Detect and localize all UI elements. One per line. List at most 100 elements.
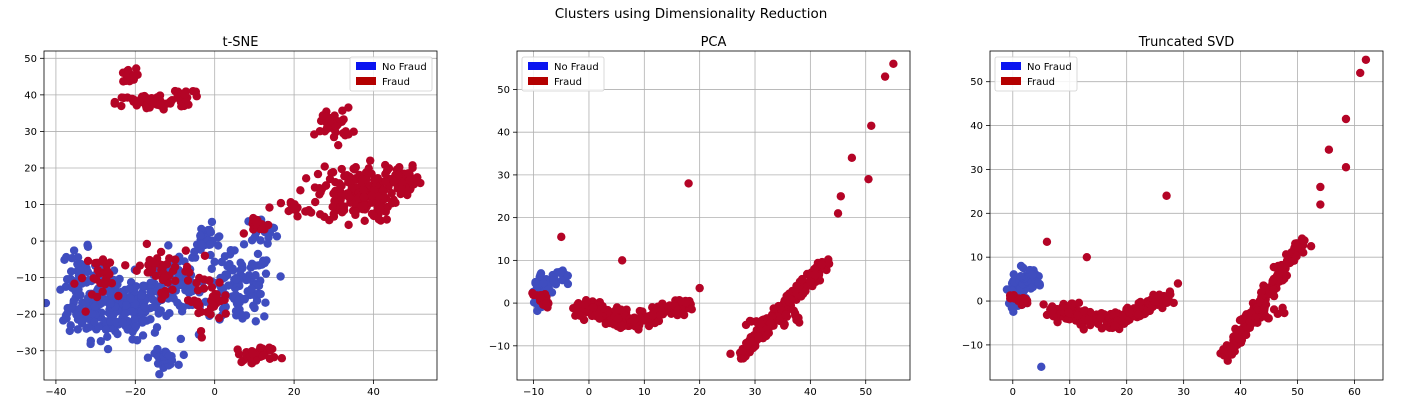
data-point [1162,191,1171,200]
data-point [549,276,558,285]
data-point [1134,310,1143,319]
data-point [167,95,177,105]
data-point [1073,311,1082,320]
data-point [337,117,347,126]
data-point [121,261,130,270]
data-point [1016,272,1026,281]
data-point [555,268,565,278]
data-point [331,122,341,131]
data-point [110,99,119,108]
x-tick-label: 60 [1348,387,1361,398]
x-tick-label: 0 [586,387,592,398]
data-point [536,291,545,300]
axes-frame [989,50,1384,381]
data-point [1316,182,1325,192]
data-point [128,307,137,317]
data-point [208,292,218,301]
data-point [547,288,557,297]
data-point [265,343,274,352]
data-point [1042,237,1052,247]
legend-label: Fraud [382,77,410,88]
figure-title: Clusters using Dimensionality Reduction [554,6,828,22]
legend-label: No Fraud [382,62,427,73]
series-no-fraud [1002,261,1046,372]
data-point [92,292,102,302]
data-point [644,321,654,331]
data-point [1079,325,1088,334]
data-point [103,267,112,276]
data-point [1016,261,1026,271]
data-point [1082,252,1092,262]
data-point [206,303,216,312]
data-point [613,314,623,323]
data-point [236,265,245,275]
data-point [193,286,203,295]
data-point [113,329,122,339]
data-point [351,210,360,220]
data-point [138,281,148,291]
data-point [149,97,158,107]
data-point [416,178,425,188]
data-point [290,200,299,209]
data-point [373,192,383,201]
data-point [781,310,791,319]
y-tick-label: 0 [977,297,983,308]
data-point [119,93,128,103]
data-point [130,315,139,324]
data-point [228,266,238,275]
data-point [810,270,820,280]
data-point [1084,315,1093,324]
data-point [1119,319,1129,329]
data-point [261,298,270,307]
x-tick-label: 40 [804,387,817,398]
data-point [1324,145,1334,154]
data-point [263,239,272,248]
y-tick-label: 40 [24,90,37,101]
data-point [231,306,241,316]
data-point [867,121,876,130]
data-point [132,266,141,275]
data-point [153,344,162,354]
data-point [1281,250,1291,259]
data-point [84,323,93,332]
data-point [726,349,735,359]
data-point [1316,200,1325,209]
data-point [176,334,186,344]
data-point [185,288,194,297]
y-tick-label: −10 [489,341,510,352]
data-point [1173,279,1183,288]
data-point [220,295,229,305]
data-point [121,308,130,318]
data-point [106,288,115,298]
data-point [261,269,271,278]
data-point [177,102,186,111]
data-point [1256,288,1266,297]
data-point [248,349,257,358]
data-point [329,189,338,198]
data-point [28,284,36,292]
data-point [376,204,385,214]
data-point [403,169,413,178]
data-point [86,339,95,349]
data-point [207,283,217,292]
y-tick-label: 20 [24,163,37,174]
data-point [1260,303,1269,313]
data-point [1269,285,1278,294]
x-tick-label: 50 [1291,387,1304,398]
data-point [594,310,604,319]
data-point [181,246,191,255]
data-point [89,274,98,283]
data-point [1293,243,1302,252]
x-tick-label: 40 [1234,387,1247,398]
data-point [542,301,551,310]
data-point [103,344,113,354]
data-point [140,303,149,312]
data-point [264,220,273,230]
data-point [118,318,128,327]
data-point [224,281,233,290]
data-point [276,272,285,281]
data-point [557,232,566,242]
data-point [232,275,241,284]
data-point [836,192,846,201]
